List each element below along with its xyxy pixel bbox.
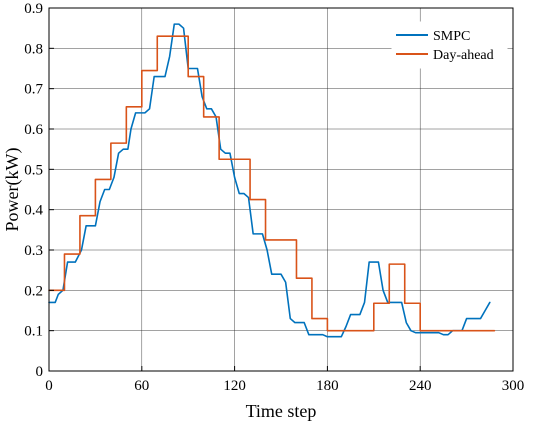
y-tick-label: 0.6 (24, 122, 43, 138)
series-line-day-ahead (48, 35, 496, 332)
x-tick-label: 300 (502, 378, 525, 394)
y-tick-label: 0.1 (24, 324, 43, 340)
y-axis-label: Power(kW) (2, 148, 23, 232)
y-tick-label: 0.2 (24, 283, 43, 299)
x-tick-label: 60 (134, 378, 149, 394)
legend-box (391, 21, 508, 69)
x-tick-label: 240 (409, 378, 432, 394)
grid-lines (48, 7, 514, 372)
x-tick-label: 0 (45, 378, 53, 394)
series-layer (48, 23, 496, 338)
x-axis-label: Time step (246, 401, 317, 421)
y-tick-label: 0.7 (24, 82, 43, 98)
x-tick-label: 180 (316, 378, 339, 394)
plot-area-frame (48, 7, 514, 372)
y-tick-label: 0.9 (24, 1, 43, 17)
legend-label-smpc: SMPC (433, 29, 470, 44)
y-tick-label: 0 (36, 364, 44, 380)
y-tick-label: 0.5 (24, 162, 43, 178)
y-tick-label: 0.8 (24, 41, 43, 57)
y-tick-label: 0.3 (24, 243, 43, 259)
legend: SMPC Day-ahead (391, 21, 508, 69)
y-tick-label: 0.4 (24, 203, 43, 219)
x-tick-label: 120 (223, 378, 246, 394)
legend-label-day-ahead: Day-ahead (433, 48, 494, 63)
axis-ticks: 0 60 120 180 240 300 0 0.1 0.2 0.3 0.4 0.5 0.6 0.7 0.8… (24, 1, 524, 394)
series-line-smpc (48, 23, 491, 338)
